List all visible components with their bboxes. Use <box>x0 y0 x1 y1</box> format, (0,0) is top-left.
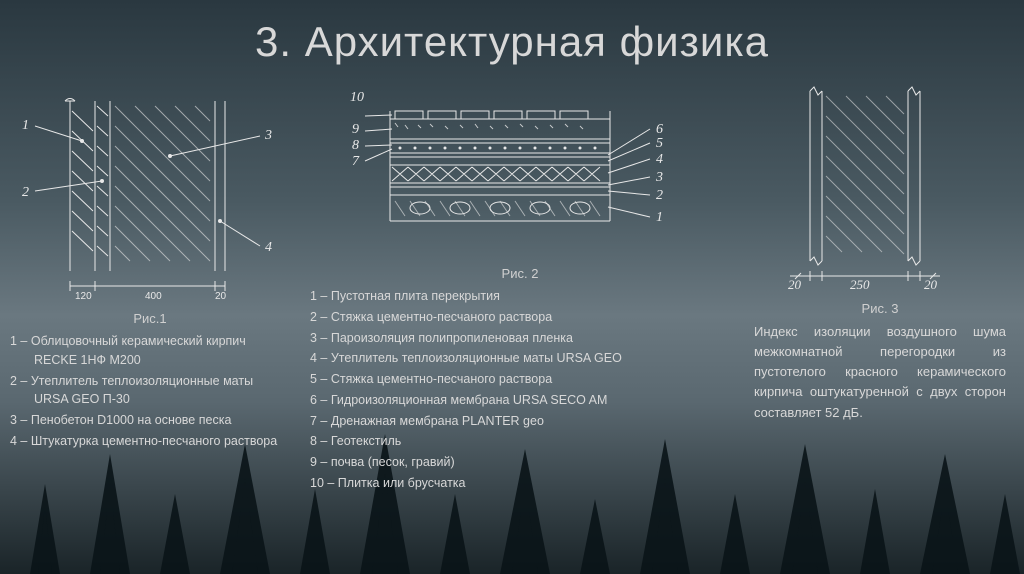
fig2-callout-1: 1 <box>656 210 663 225</box>
fig1-item-2: 2 – Утеплитель теплоизоляционные маты UR… <box>10 372 290 410</box>
figure-3-column: 20 250 20 Рис. 3 Индекс изоляции воздушн… <box>750 81 1010 495</box>
fig2-item-9: 9 – почва (песок, гравий) <box>310 453 730 472</box>
fig2-callout-8: 8 <box>352 138 359 153</box>
fig2-item-1: 1 – Пустотная плита перекрытия <box>310 287 730 306</box>
fig1-dim-2: 400 <box>145 291 162 301</box>
content-row: 1 2 3 4 120 400 20 Рис.1 1 – Облицовочны… <box>0 66 1024 495</box>
fig2-item-8: 8 – Геотекстиль <box>310 432 730 451</box>
fig2-item-10: 10 – Плитка или брусчатка <box>310 474 730 493</box>
fig1-item-1: 1 – Облицовочный керамический кирпич REC… <box>10 332 290 370</box>
slide-title: 3. Архитектурная физика <box>0 0 1024 66</box>
figure-3-diagram: 20 250 20 <box>750 81 1010 291</box>
fig2-callout-2: 2 <box>656 188 663 203</box>
fig1-callout-3: 3 <box>264 128 272 143</box>
fig3-dim-2: 250 <box>850 277 870 291</box>
fig2-item-3: 3 – Пароизоляция полипропиленовая пленка <box>310 329 730 348</box>
figure-2-column: 10 9 8 7 6 5 4 3 2 1 Рис. 2 1 – Пустотна… <box>310 81 730 495</box>
fig1-item-4: 4 – Штукатурка цементно-песчаного раство… <box>10 432 290 451</box>
fig2-callout-5: 5 <box>656 136 663 151</box>
fig2-callout-4: 4 <box>656 152 663 167</box>
fig2-item-4: 4 – Утеплитель теплоизоляционные маты UR… <box>310 349 730 368</box>
figure-1-diagram: 1 2 3 4 120 400 20 <box>10 81 290 301</box>
fig2-item-6: 6 – Гидроизоляционная мембрана URSA SECO… <box>310 391 730 410</box>
fig2-item-7: 7 – Дренажная мембрана PLANTER geo <box>310 412 730 431</box>
fig1-item-3: 3 – Пенобетон D1000 на основе песка <box>10 411 290 430</box>
fig2-caption: Рис. 2 <box>310 266 730 281</box>
fig3-dim-1: 20 <box>788 277 802 291</box>
fig2-callout-7: 7 <box>352 154 360 169</box>
fig2-legend: 1 – Пустотная плита перекрытия 2 – Стяжк… <box>310 287 730 495</box>
fig2-callout-3: 3 <box>655 170 663 185</box>
fig2-callout-9: 9 <box>352 122 359 137</box>
fig1-callout-2: 2 <box>22 185 29 200</box>
fig1-dim-3: 20 <box>215 291 227 301</box>
fig2-item-5: 5 – Стяжка цементно-песчаного раствора <box>310 370 730 389</box>
fig3-description: Индекс изоляции воздушного шума межкомна… <box>750 322 1010 423</box>
fig1-callout-4: 4 <box>265 240 272 255</box>
fig1-legend: 1 – Облицовочный керамический кирпич REC… <box>10 332 290 453</box>
fig1-callout-1: 1 <box>22 118 29 133</box>
fig2-callout-10: 10 <box>350 90 364 105</box>
fig1-caption: Рис.1 <box>10 311 290 326</box>
figure-1-column: 1 2 3 4 120 400 20 Рис.1 1 – Облицовочны… <box>10 81 290 495</box>
fig3-dim-3: 20 <box>924 277 938 291</box>
fig2-callout-6: 6 <box>656 122 663 137</box>
fig3-caption: Рис. 3 <box>750 301 1010 316</box>
fig2-item-2: 2 – Стяжка цементно-песчаного раствора <box>310 308 730 327</box>
fig1-dim-1: 120 <box>75 291 92 301</box>
figure-2-diagram: 10 9 8 7 6 5 4 3 2 1 <box>310 81 730 256</box>
